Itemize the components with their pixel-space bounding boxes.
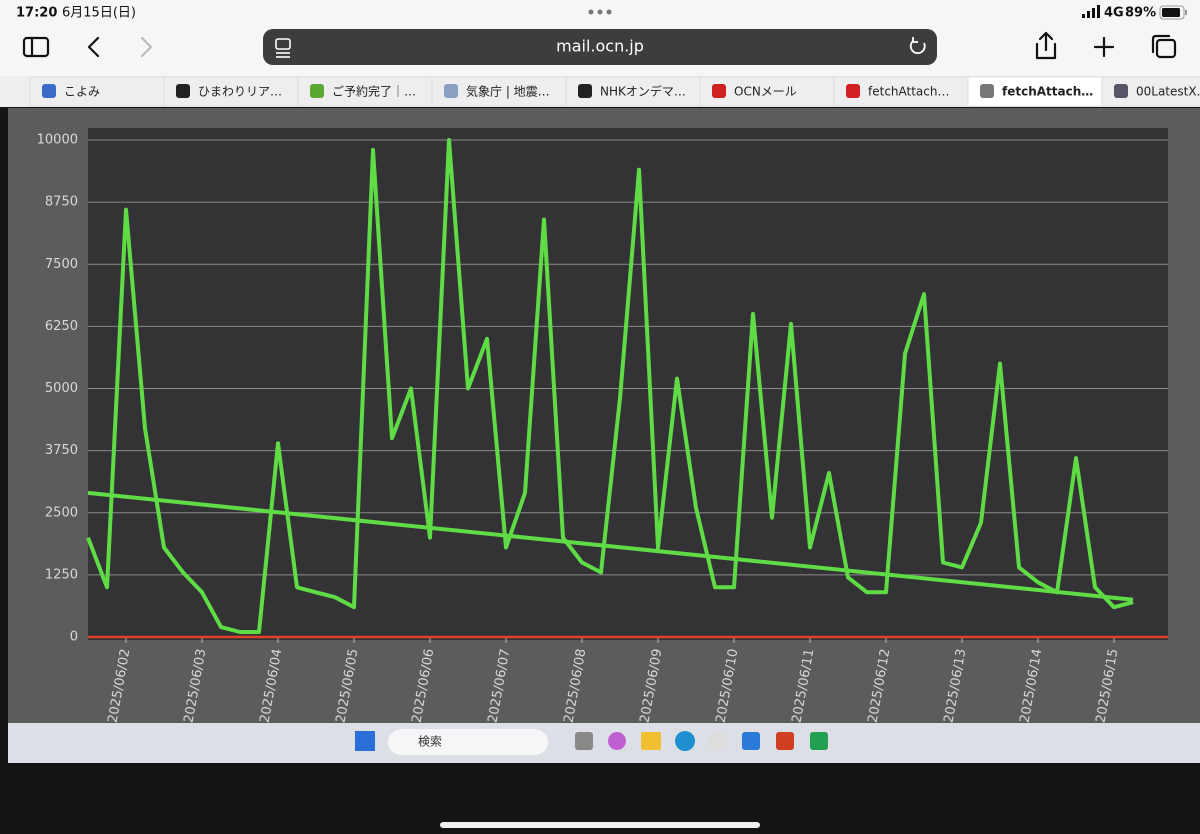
data-line [86,138,1134,634]
tab-title: NHKオンデマ… [600,84,686,99]
y-tick-label: 1250 [45,567,78,582]
status-time: 17:20 [16,6,57,21]
tab-title: こよみ [64,85,100,99]
tab-title: OCNメール [734,85,797,99]
signal-icon [1082,5,1100,18]
reload-button[interactable] [909,37,926,55]
tabs-button[interactable] [1151,34,1177,59]
tab[interactable]: ひまわりリア… [163,76,299,107]
tab-title: 00LatestX.j… [1136,85,1200,99]
tab[interactable]: ご予約完了｜… [297,76,433,107]
share-button[interactable] [1035,31,1057,60]
favicon [42,84,56,98]
tab[interactable]: こよみ [29,76,165,107]
favicon [176,84,190,98]
active-tab[interactable]: fetchAttach… [967,76,1103,107]
y-tick-label: 0 [70,630,78,645]
battery-icon [1159,5,1187,20]
tab[interactable]: OCNメール [699,76,835,107]
tab-title: ご予約完了｜… [332,84,416,99]
tab-title: fetchAttach… [868,85,949,99]
start-button[interactable] [355,731,375,751]
tab-title: 気象庁 | 地震… [466,84,550,99]
address-bar[interactable] [263,29,937,65]
tab[interactable]: 00LatestX.j… [1101,76,1200,107]
tab[interactable]: fetchAttach… [833,76,969,107]
y-tick-label: 5000 [45,381,78,396]
network: 4G [1104,6,1124,21]
multitask-dots [588,9,612,15]
reader-icon[interactable] [275,38,291,58]
search-text: 検索 [418,735,442,749]
taskbar-apps [575,731,828,751]
y-tick-label: 6250 [45,319,78,334]
y-tick-label: 8750 [45,195,78,210]
y-tick-label: 2500 [45,505,78,520]
battery-text: 89% [1125,6,1156,21]
tab-title: fetchAttach… [1002,85,1093,99]
back-button[interactable] [87,36,100,58]
favicon [980,84,994,98]
tab[interactable]: 気象庁 | 地震… [431,76,567,107]
tab[interactable]: NHKオンデマ… [565,76,701,107]
url: mail.ocn.jp [556,37,644,56]
favicon [712,84,726,98]
tab-bg [163,76,299,107]
forward-button[interactable] [140,36,153,58]
favicon [444,84,458,98]
sidebar-button[interactable] [22,36,50,58]
y-tick-label: 3750 [45,443,78,458]
favicon [846,84,860,98]
favicon [310,84,324,98]
home-indicator [440,822,760,828]
tab-title: ひまわりリア… [198,85,282,99]
taskbar [8,723,1200,763]
trend-line [87,490,1134,602]
plot-area [88,128,1168,640]
status-date: 6月15日(日) [62,6,136,21]
new-tab-button[interactable] [1093,36,1115,58]
search-box[interactable] [388,729,548,755]
y-tick-label: 10000 [37,133,78,148]
favicon [1114,84,1128,98]
favicon [578,84,592,98]
y-tick-label: 7500 [45,257,78,272]
